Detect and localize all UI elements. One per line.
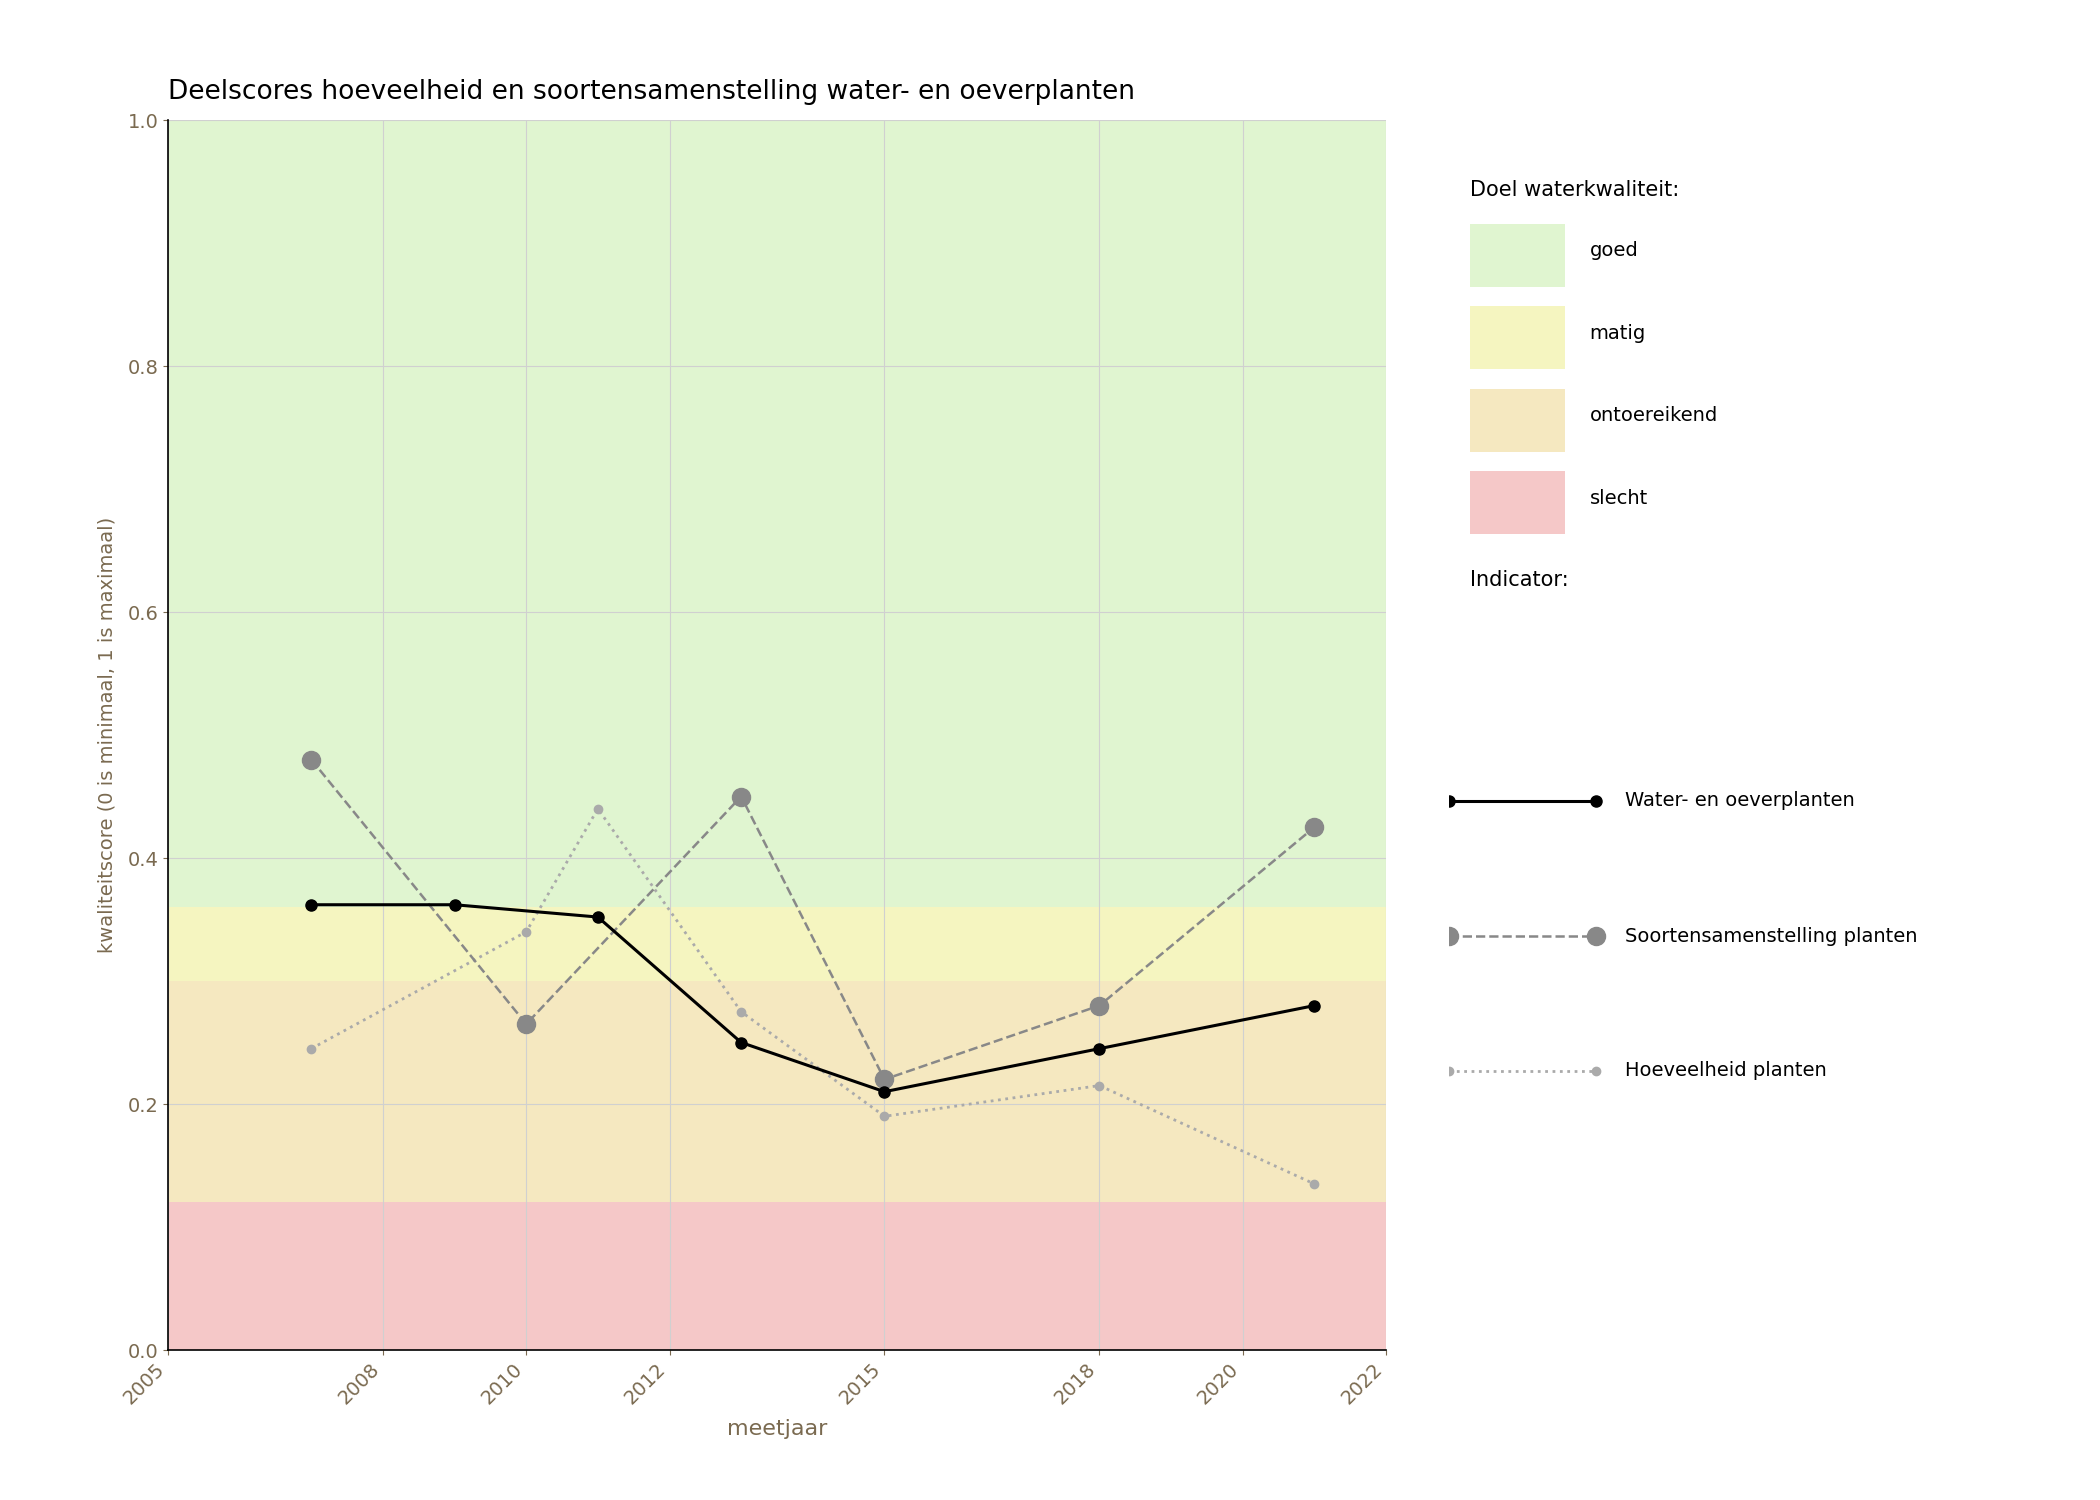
Text: ontoereikend: ontoereikend (1590, 406, 1718, 424)
Bar (168, 908, 1386, 981)
Bar (168, 1203, 1386, 1350)
Text: slecht: slecht (1590, 489, 1648, 507)
Text: Soortensamenstelling planten: Soortensamenstelling planten (1625, 927, 1917, 945)
Bar (168, 120, 1386, 908)
Text: goed: goed (1590, 242, 1638, 260)
Y-axis label: kwaliteitscore (0 is minimaal, 1 is maximaal): kwaliteitscore (0 is minimaal, 1 is maxi… (97, 518, 116, 952)
Text: Doel waterkwaliteit:: Doel waterkwaliteit: (1470, 180, 1680, 200)
Text: Water- en oeverplanten: Water- en oeverplanten (1625, 792, 1854, 810)
X-axis label: meetjaar: meetjaar (727, 1419, 827, 1440)
Text: matig: matig (1590, 324, 1646, 342)
Bar (168, 981, 1386, 1203)
Text: Hoeveelheid planten: Hoeveelheid planten (1625, 1062, 1827, 1080)
Text: Indicator:: Indicator: (1470, 570, 1569, 590)
Text: Deelscores hoeveelheid en soortensamenstelling water- en oeverplanten: Deelscores hoeveelheid en soortensamenst… (168, 80, 1134, 105)
